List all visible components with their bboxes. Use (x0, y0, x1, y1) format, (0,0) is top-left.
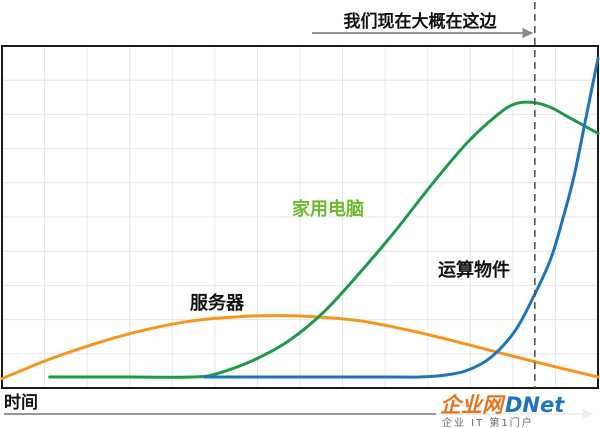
svg-text:企业 IT 第1门户: 企业 IT 第1门户 (442, 416, 534, 428)
series-line-server (0, 314, 600, 381)
series-label-pc: 家用电脑 (292, 198, 364, 220)
svg-text:DNet: DNet (505, 393, 565, 417)
now-marker-label: 我们现在大概在这边 (344, 11, 498, 32)
series-label-server: 服务器 (190, 292, 245, 314)
series-group (0, 57, 600, 381)
svg-text:企业网: 企业网 (440, 393, 506, 417)
x-axis-label: 时间 (4, 392, 38, 413)
series-label-compute: 运算物件 (438, 259, 510, 281)
watermark-logo: 企业网 DNet 企业 IT 第1门户 (436, 390, 600, 428)
series-line-pc (48, 100, 600, 379)
plot-frame (1, 45, 599, 389)
series-line-compute (203, 57, 600, 379)
